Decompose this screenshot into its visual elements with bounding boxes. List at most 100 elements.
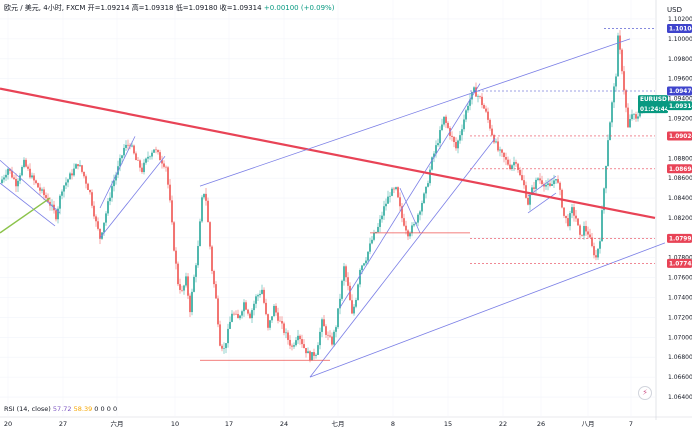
candle-body [487, 111, 489, 120]
candle-body [633, 114, 635, 115]
candle-body [483, 105, 485, 109]
candle-body [627, 107, 629, 128]
candle-body [93, 205, 95, 217]
candle-body [121, 155, 123, 159]
candle-body [13, 177, 15, 179]
candle-body [89, 189, 91, 193]
candle-body [143, 162, 145, 173]
time-axis[interactable]: 20 27 六月 10 17 24 七月 8 15 22 26 八月 7 [4, 419, 633, 428]
candle-body [217, 298, 219, 325]
channel-line [99, 136, 136, 209]
candle-body [629, 119, 631, 128]
candle-body [91, 192, 93, 206]
rsi-value: 57.72 [52, 405, 72, 413]
candle-body [205, 193, 207, 201]
rsi-extra-value: 0 [94, 405, 99, 413]
candle-body [73, 168, 75, 176]
candle-body [309, 351, 311, 361]
candle-body [471, 91, 473, 100]
candle-body [351, 300, 353, 314]
candle-body [211, 246, 213, 272]
candle-body [501, 149, 503, 153]
candle-body [417, 214, 419, 223]
candle-body [541, 180, 543, 184]
candle-body [127, 144, 129, 146]
candle-body [607, 140, 609, 166]
rsi-label[interactable]: RSI (14, close) [4, 405, 51, 413]
candle-body [425, 186, 427, 194]
candle-body [451, 135, 453, 137]
candle-body [63, 185, 65, 192]
candle-body [581, 234, 583, 236]
candle-body [103, 222, 105, 233]
candle-body [343, 266, 345, 281]
candle-body [7, 168, 9, 175]
candle-body [221, 345, 223, 349]
candle-body [555, 179, 557, 181]
candle-body [557, 179, 559, 183]
candle-body [199, 221, 201, 247]
price-axis[interactable]: 1.10200 1.10000 1.09800 1.09600 1.09400 1.092… [668, 16, 692, 401]
candle-body [311, 352, 313, 361]
candle-body [45, 195, 47, 198]
currency-label[interactable]: USD [667, 6, 682, 14]
candle-body [69, 173, 71, 180]
candle-body [207, 200, 209, 223]
candle-body [381, 215, 383, 220]
candle-body [421, 203, 423, 212]
candle-body [257, 295, 259, 297]
candle-body [255, 296, 257, 304]
candle-body [131, 145, 133, 147]
candle-body [571, 207, 573, 214]
candle-body [21, 167, 23, 176]
grid [0, 0, 692, 420]
candle-body [1, 179, 3, 184]
candle-body [367, 251, 369, 261]
candle-body [55, 210, 57, 220]
candle-body [313, 352, 315, 356]
x-tick-label: 24 [280, 420, 288, 428]
resistance-line [199, 38, 631, 187]
price-tag: 1.07995 [667, 233, 692, 243]
candle-body [427, 183, 429, 187]
candle-body [355, 299, 357, 307]
price-tag-value: 1.07743 [669, 261, 692, 267]
candle-body [77, 164, 79, 167]
candle-body [457, 140, 459, 149]
candle-body [3, 177, 5, 180]
candle-body [277, 312, 279, 321]
y-tick-label: 1.10200 [668, 16, 692, 23]
x-tick-label: 15 [444, 420, 452, 428]
candle-body [139, 160, 141, 168]
candle-body [35, 180, 37, 184]
candle-body [485, 108, 487, 112]
candle-body [59, 195, 61, 209]
candle-body [635, 114, 637, 119]
candle-body [443, 116, 445, 125]
candle-body [189, 295, 191, 313]
price-tag-bg [667, 24, 692, 34]
candle-body [133, 145, 135, 154]
candle-body [323, 319, 325, 327]
candle-body [637, 116, 639, 119]
candle-body [327, 334, 329, 336]
candle-body [151, 152, 153, 157]
symbol-label[interactable]: 欧元 / 美元, 4小时, FXCM [4, 4, 86, 12]
candle-body [9, 168, 11, 171]
candle-body [549, 183, 551, 186]
candle-body [347, 277, 349, 286]
events-icon[interactable]: ⚡ [638, 386, 652, 400]
candle-body [273, 305, 275, 317]
price-tag-value: 1.09476 [669, 89, 692, 95]
rsi-ma-value: 58.39 [73, 405, 93, 413]
candle-body [203, 193, 205, 198]
price-tag-value: 1.09024 [669, 134, 692, 140]
x-tick-label: 7 [629, 420, 633, 428]
candle-body [301, 339, 303, 345]
candle-body [285, 332, 287, 334]
price-tag-symbol: EURUSD [640, 97, 667, 103]
candle-body [447, 122, 449, 128]
candle-body [363, 263, 365, 266]
y-tick-label: 1.07400 [668, 295, 692, 302]
